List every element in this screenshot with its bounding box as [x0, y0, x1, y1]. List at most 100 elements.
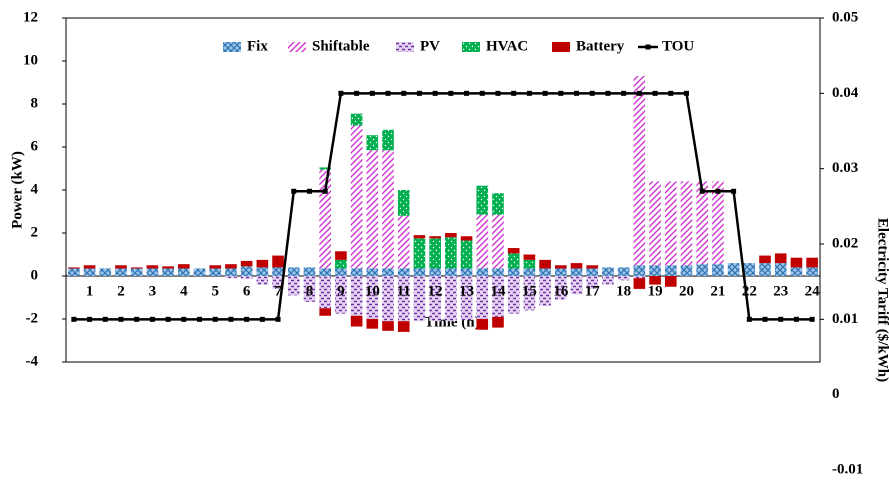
legend-swatch	[552, 42, 570, 52]
line-marker	[683, 90, 689, 96]
bar	[162, 268, 174, 276]
line-marker	[354, 90, 360, 96]
bar	[523, 259, 536, 269]
bar	[617, 276, 630, 281]
bar	[366, 150, 379, 269]
y-tick-label: 4	[31, 181, 39, 197]
bar	[272, 267, 284, 276]
x-tick-label: 21	[710, 283, 725, 299]
bar	[539, 259, 551, 269]
bar	[460, 236, 473, 241]
bar	[712, 181, 724, 265]
y2-tick-label: 0.03	[832, 160, 858, 176]
bar	[162, 266, 174, 269]
bar	[664, 181, 677, 266]
bar	[680, 265, 693, 276]
bar	[570, 268, 583, 276]
bar	[429, 236, 441, 239]
line-marker	[306, 188, 312, 194]
bar	[539, 276, 551, 307]
bar	[413, 235, 426, 239]
y2-tick-label: 0	[832, 386, 840, 402]
bar	[397, 321, 410, 332]
bar	[727, 263, 740, 276]
bar	[555, 276, 567, 300]
x-tick-label: 10	[365, 283, 380, 299]
bar	[476, 214, 489, 269]
line-marker	[589, 90, 595, 96]
bar	[193, 268, 206, 276]
bar	[178, 268, 190, 276]
bar	[476, 185, 489, 215]
x-tick-label: 3	[149, 283, 157, 299]
bar	[555, 268, 567, 276]
bar	[335, 276, 347, 314]
legend-swatch	[462, 42, 480, 52]
line-marker	[228, 316, 234, 322]
y-tick-label: -4	[26, 353, 39, 369]
bar	[617, 267, 630, 276]
y-tick-label: 0	[31, 267, 39, 283]
bar	[319, 276, 331, 309]
x-tick-label: 14	[490, 283, 506, 299]
bar	[397, 190, 410, 216]
bar	[209, 265, 222, 269]
x-tick-label: 15	[522, 283, 537, 299]
bar	[586, 268, 599, 276]
line-marker	[369, 90, 375, 96]
line-marker	[212, 316, 218, 322]
bar	[680, 181, 693, 266]
bar	[429, 268, 441, 276]
y-tick-label: 6	[31, 138, 39, 154]
bar	[476, 276, 489, 319]
bar	[366, 268, 379, 276]
y2-tick-label: 0.01	[832, 311, 858, 327]
line-marker	[621, 90, 627, 96]
bar	[319, 167, 331, 170]
x-tick-label: 19	[648, 283, 663, 299]
y2-tick-label: -0.01	[832, 461, 863, 477]
bar	[445, 237, 457, 269]
bar	[759, 255, 771, 264]
bar	[759, 263, 771, 276]
bar	[209, 268, 222, 276]
bar	[586, 276, 599, 289]
bar	[696, 264, 708, 276]
line-marker	[102, 316, 108, 322]
bar	[492, 276, 504, 317]
line-marker	[746, 316, 752, 322]
x-tick-label: 5	[211, 283, 219, 299]
line-marker	[715, 188, 721, 194]
bar	[225, 268, 237, 276]
line-marker	[652, 90, 658, 96]
line-marker	[495, 90, 501, 96]
bar	[633, 265, 646, 276]
bar	[507, 248, 520, 254]
bar	[570, 263, 583, 269]
bar	[586, 265, 599, 269]
line-marker	[87, 316, 93, 322]
y-tick-label: 10	[23, 52, 38, 68]
bar	[790, 267, 803, 276]
x-tick-label: 13	[459, 283, 474, 299]
bar	[350, 113, 363, 126]
legend-label: Fix	[247, 38, 268, 54]
x-tick-label: 7	[274, 283, 282, 299]
line-marker	[322, 188, 328, 194]
bar	[99, 268, 112, 276]
bar	[68, 267, 80, 269]
bar	[240, 266, 253, 276]
bar	[712, 264, 724, 276]
line-marker	[526, 90, 532, 96]
bar	[633, 278, 646, 289]
y2-tick-label: 0.02	[832, 235, 858, 251]
bar	[649, 276, 661, 285]
bar	[774, 253, 787, 264]
bar	[397, 215, 410, 269]
bar	[806, 257, 818, 268]
bar	[445, 233, 457, 238]
bar	[350, 125, 363, 269]
line	[73, 92, 813, 321]
line-marker	[778, 316, 784, 322]
x-tick-label: 4	[180, 283, 188, 299]
